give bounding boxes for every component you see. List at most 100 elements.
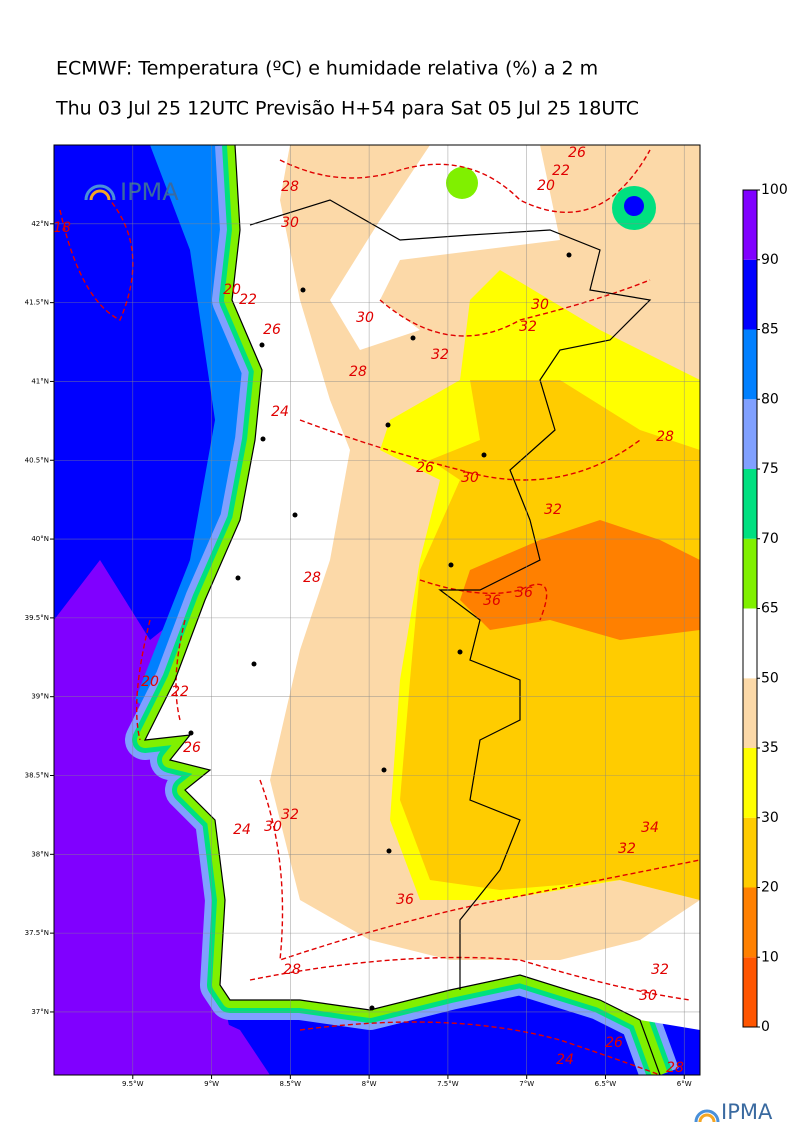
colorbar-segment bbox=[743, 957, 757, 1027]
contour-label: 30 bbox=[639, 988, 657, 1004]
humid-cell bbox=[624, 196, 644, 216]
lat-tick-label: 39°N bbox=[31, 693, 49, 701]
lat-tick-label: 40°N bbox=[31, 535, 49, 543]
city bbox=[260, 436, 266, 442]
city bbox=[251, 661, 257, 667]
contour-label: 18 bbox=[53, 220, 71, 236]
lat-tick-label: 39.5°N bbox=[25, 614, 49, 622]
colorbar-label: 100 bbox=[761, 182, 788, 198]
colorbar-segment bbox=[743, 399, 757, 469]
contour-label: 32 bbox=[618, 841, 636, 857]
contour-label: 24 bbox=[556, 1052, 574, 1068]
city bbox=[410, 335, 416, 341]
cities bbox=[188, 252, 572, 1011]
contour-label: 20 bbox=[141, 674, 159, 690]
lon-tick-label: 7°W bbox=[519, 1080, 534, 1088]
contour-label: 22 bbox=[171, 684, 189, 700]
contour-label: 36 bbox=[515, 585, 533, 601]
contour-label: 20 bbox=[223, 282, 241, 298]
colorbar-segment bbox=[743, 678, 757, 748]
contour-line bbox=[279, 149, 651, 213]
contour-label: 22 bbox=[239, 292, 257, 308]
colorbar-label: 75 bbox=[761, 461, 779, 477]
colorbar-label: 50 bbox=[761, 670, 779, 686]
lon-tick-label: 6.5°W bbox=[595, 1080, 617, 1088]
contour-label: 28 bbox=[281, 179, 299, 195]
contour-line bbox=[379, 279, 651, 337]
lat-tick-label: 38.5°N bbox=[25, 772, 49, 780]
border bbox=[249, 199, 652, 990]
city bbox=[259, 342, 265, 348]
contour-label: 28 bbox=[349, 364, 367, 380]
city bbox=[566, 252, 572, 258]
contour-label: 28 bbox=[666, 1060, 684, 1076]
colorbar-label: 65 bbox=[761, 601, 779, 617]
contour-line bbox=[299, 1021, 661, 1075]
lon-tick-label: 9.5°W bbox=[122, 1080, 144, 1088]
contour-label: 26 bbox=[263, 322, 281, 338]
contour-label: 28 bbox=[303, 570, 321, 586]
colorbar-label: 35 bbox=[761, 740, 779, 756]
lon-tick-label: 9°W bbox=[204, 1080, 219, 1088]
contour-label: 26 bbox=[416, 460, 434, 476]
map-logo: IPMA bbox=[84, 178, 179, 206]
city bbox=[235, 575, 241, 581]
contour-label: 28 bbox=[656, 429, 674, 445]
land-10-20 bbox=[460, 520, 700, 640]
lon-tick-label: 7.5°W bbox=[437, 1080, 459, 1088]
humid-cell bbox=[446, 167, 478, 199]
lon-tick-label: 8°W bbox=[362, 1080, 377, 1088]
colorbar-segment bbox=[743, 190, 757, 260]
lat-tick-label: 41.5°N bbox=[25, 299, 49, 307]
footer-logo-text: IPMA bbox=[721, 1100, 773, 1124]
city bbox=[386, 848, 392, 854]
lat-tick-label: 37°N bbox=[31, 1008, 49, 1016]
contour-label: 26 bbox=[568, 145, 586, 161]
contour-label: 26 bbox=[605, 1035, 623, 1051]
colorbar-segment bbox=[743, 469, 757, 539]
contour-label: 32 bbox=[651, 962, 669, 978]
contour-label: 32 bbox=[544, 502, 562, 518]
lon-tick-label: 6°W bbox=[677, 1080, 692, 1088]
contour-label: 30 bbox=[356, 310, 374, 326]
contour-label: 34 bbox=[641, 820, 659, 836]
lat-tick-label: 41°N bbox=[31, 377, 49, 385]
contour-label: 32 bbox=[281, 807, 299, 823]
colorbar-segment bbox=[743, 538, 757, 609]
contour-line bbox=[299, 419, 641, 481]
city bbox=[300, 287, 306, 293]
gulf-90 bbox=[175, 1000, 270, 1075]
colorbar-label: 10 bbox=[761, 949, 779, 965]
contour-label: 30 bbox=[461, 470, 479, 486]
lat-tick-label: 42°N bbox=[31, 220, 49, 228]
colorbar-label: 70 bbox=[761, 531, 779, 547]
contour-line bbox=[59, 199, 134, 321]
contour-line bbox=[259, 779, 700, 962]
contour-label: 20 bbox=[537, 178, 555, 194]
contour-label: 30 bbox=[281, 215, 299, 231]
contour-label: 24 bbox=[233, 822, 251, 838]
colorbar-segment bbox=[743, 329, 757, 400]
city bbox=[188, 730, 194, 736]
coastline bbox=[143, 145, 661, 1075]
city bbox=[481, 452, 487, 458]
contour-label: 28 bbox=[283, 962, 301, 978]
colorbar-label: 80 bbox=[761, 391, 779, 407]
colorbar-segment bbox=[743, 817, 757, 888]
contour-label: 36 bbox=[396, 892, 414, 908]
contour-label: 26 bbox=[183, 740, 201, 756]
lat-tick-label: 38°N bbox=[31, 850, 49, 858]
colorbar-segment bbox=[743, 748, 757, 818]
contour-label: 32 bbox=[431, 347, 449, 363]
colorbar-segment bbox=[743, 259, 757, 330]
subtitle: Thu 03 Jul 25 12UTC Previsão H+54 para S… bbox=[55, 98, 639, 120]
lat-tick-label: 40.5°N bbox=[25, 456, 49, 464]
contour-label: 30 bbox=[531, 297, 549, 313]
contour-label: 30 bbox=[264, 819, 282, 835]
colorbar-label: 20 bbox=[761, 880, 779, 896]
contour-label: 24 bbox=[271, 404, 289, 420]
map-field: IPMA 18283020222630283230322426302832283… bbox=[53, 145, 700, 1076]
city bbox=[457, 649, 463, 655]
colorbar-label: 30 bbox=[761, 810, 779, 826]
